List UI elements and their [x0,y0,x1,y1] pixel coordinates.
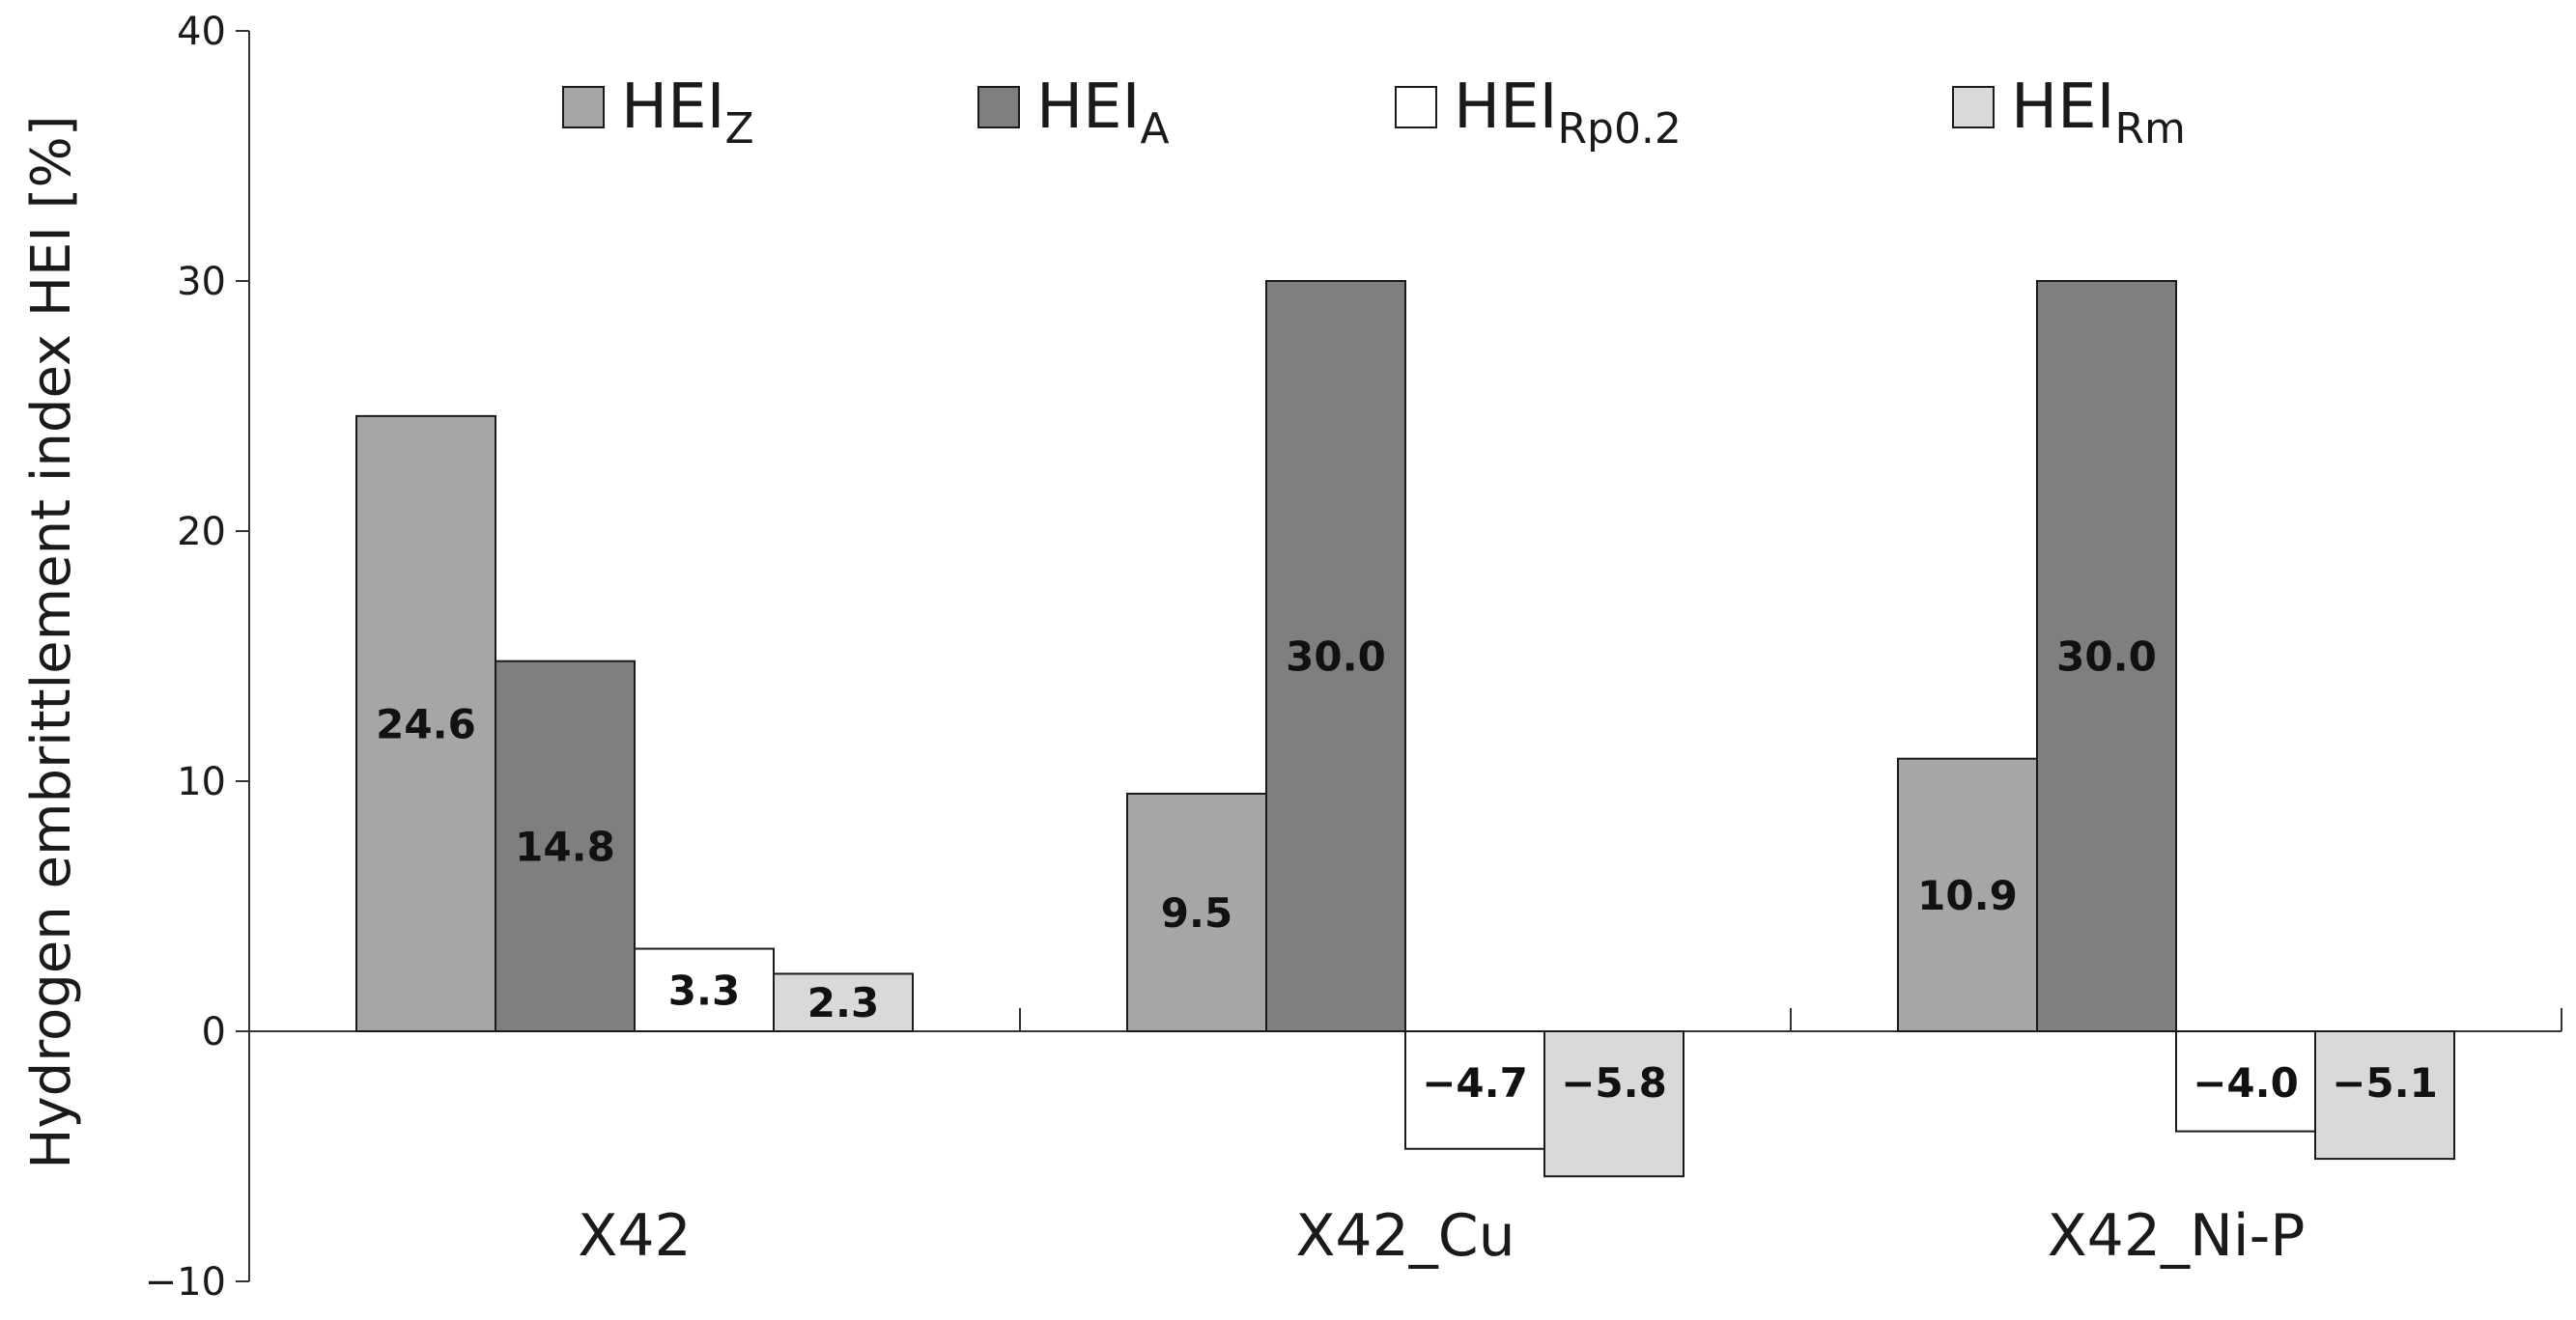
category-label: X42_Cu [1295,1202,1514,1270]
bar [495,660,636,1032]
legend: HEIZ HEIA HEIRp0.2 HEIRm [562,71,2186,154]
data-labels: 24.6 14.8 3.3 2.3 9.5 30.0 −4.7 −5.8 10.9 30.0 −4.… [376,633,2438,1108]
bar [2314,1030,2455,1161]
legend-swatch [977,86,1020,128]
bar [2175,1030,2316,1133]
bar [1897,757,2038,1032]
legend-label: HEIRp0.2 [1454,71,1682,154]
category-label: X42 [578,1202,691,1270]
y-tick-label: 0 [202,1010,226,1054]
legend-label: HEIZ [621,71,754,154]
legend-item: HEIA [977,71,1170,154]
data-label: 14.8 [515,823,615,870]
data-label: −5.8 [1561,1059,1667,1107]
category-label: X42_Ni-P [2048,1202,2306,1270]
data-label: 3.3 [668,967,740,1014]
legend-swatch [562,86,605,128]
data-label: 10.9 [1917,872,2018,919]
legend-swatch [1952,86,1995,128]
category-labels: X42 X42_Cu X42_Ni-P [578,1202,2305,1270]
y-tick-label: 20 [177,510,226,554]
data-label: −4.7 [1422,1059,1528,1107]
legend-item: HEIZ [562,71,754,154]
y-tick-label: 30 [177,260,226,304]
bar [634,947,775,1033]
bar [773,972,914,1032]
bar [1404,1030,1545,1150]
y-tick-label: 10 [177,760,226,804]
data-label: −4.0 [2193,1059,2299,1107]
data-label: 2.3 [807,979,879,1026]
legend-swatch [1395,86,1437,128]
bars [355,280,2455,1178]
y-axis-title-group: Hydrogen embrittlement index HEI [%] [20,115,83,1168]
bar [1126,792,1267,1033]
legend-item: HEIRp0.2 [1395,71,1682,154]
y-axis-title: Hydrogen embrittlement index HEI [%] [20,115,83,1168]
bar [1543,1030,1684,1178]
bar [1265,280,1406,1032]
bar [2036,280,2177,1032]
y-tick-label: −10 [145,1260,226,1305]
legend-label: HEIA [1036,71,1170,154]
y-tick-label: 40 [177,10,226,54]
data-label: 9.5 [1161,889,1232,937]
data-label: 24.6 [376,700,476,747]
bar [355,414,496,1032]
legend-item: HEIRm [1952,71,2186,154]
data-label: 30.0 [1286,633,1386,681]
data-label: 30.0 [2056,633,2157,681]
legend-label: HEIRm [2011,71,2186,154]
data-label: −5.1 [2332,1059,2438,1107]
